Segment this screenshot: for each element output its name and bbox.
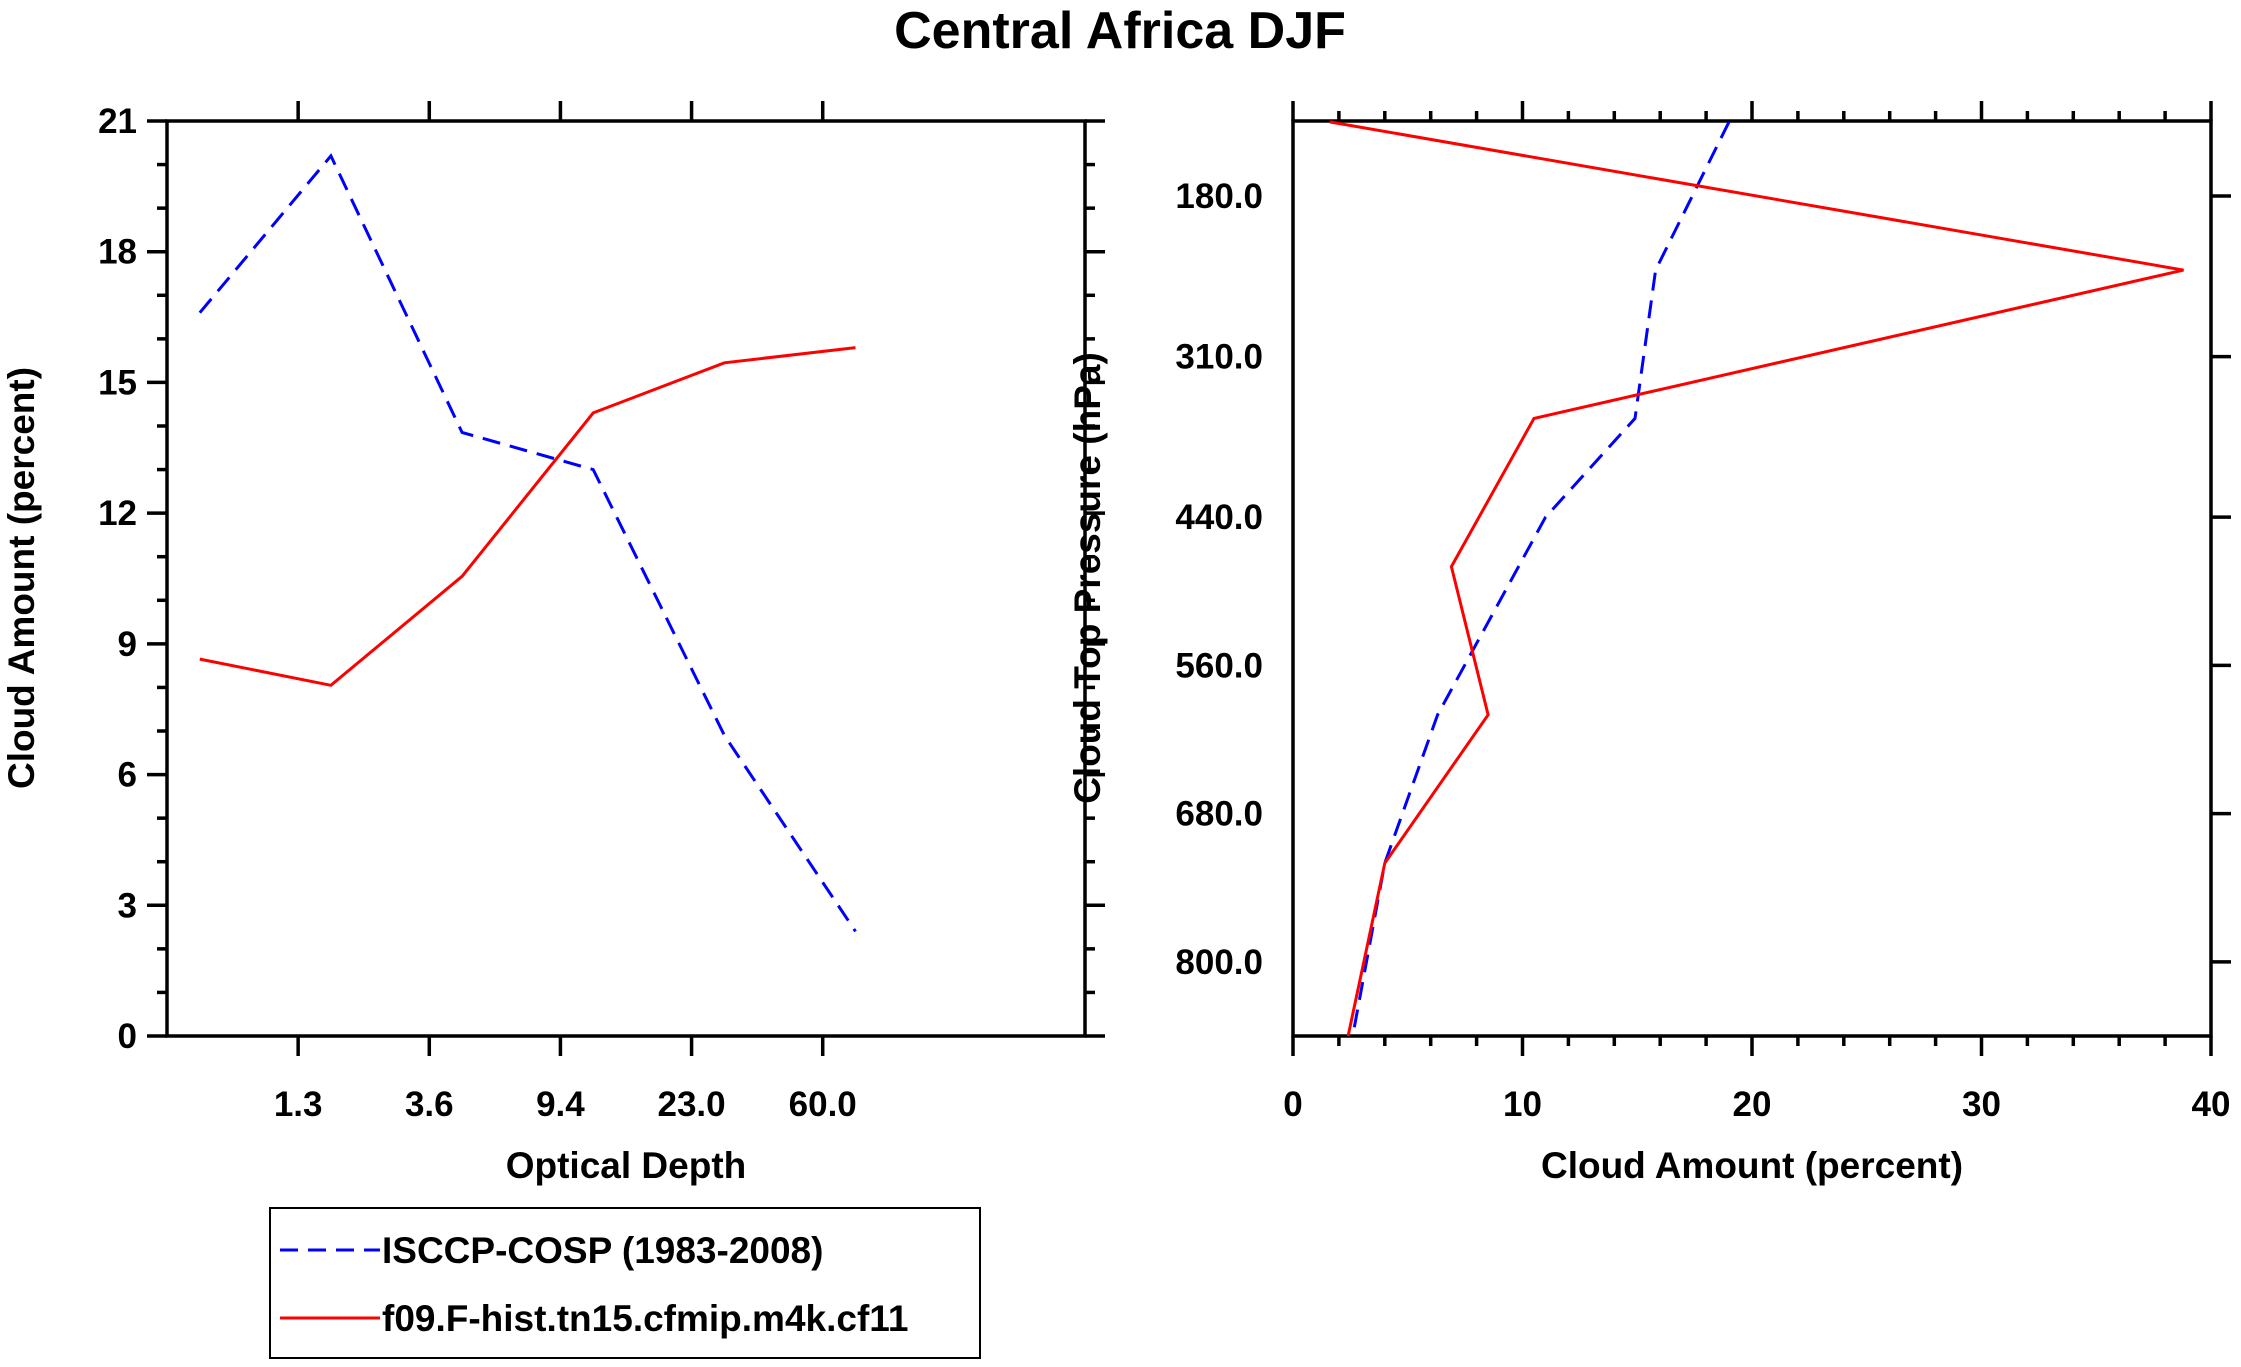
- right-y-tick-label: 180.0: [1175, 177, 1263, 216]
- right-x-tick-label: 20: [1733, 1085, 1772, 1124]
- right-series-model-line: [1329, 120, 2184, 1037]
- left-y-tick-label: 12: [98, 494, 137, 533]
- right-y-tick-labels: 180.0 310.0 440.0 560.0 680.0 800.0: [1175, 177, 1263, 982]
- legend-box: [269, 1207, 981, 1359]
- left-x-tick-label: 3.6: [405, 1085, 454, 1124]
- figure-title: Central Africa DJF: [894, 2, 1346, 60]
- left-series-model-line: [199, 346, 856, 687]
- right-x-tick-label: 30: [1962, 1085, 2001, 1124]
- legend-label-model: f09.F-hist.tn15.cfmip.m4k.cf11: [382, 1298, 908, 1339]
- left-x-axis-label: Optical Depth: [506, 1145, 747, 1186]
- right-y-tick-label: 680.0: [1175, 795, 1263, 834]
- right-x-tick-label: 10: [1503, 1085, 1542, 1124]
- left-y-tick-label: 0: [118, 1017, 137, 1056]
- left-y-tick-label: 3: [118, 886, 137, 925]
- left-y-tick-label: 6: [118, 756, 137, 795]
- legend: ISCCP-COSP (1983-2008) f09.F-hist.tn15.c…: [269, 1207, 981, 1359]
- right-y-tick-label: 560.0: [1175, 646, 1263, 685]
- left-y-axis-label: Cloud Amount (percent): [1, 367, 42, 789]
- left-y-tick-label: 21: [98, 102, 137, 141]
- left-chart: 0 3 6 9 12 15 18 21 1.3 3.6 9.4 23.0 60.0 Optical D…: [1, 101, 1105, 1186]
- legend-label-isccp: ISCCP-COSP (1983-2008): [382, 1230, 823, 1271]
- right-ticks: [1291, 101, 2231, 1056]
- left-y-tick-label: 18: [98, 233, 137, 272]
- left-y-tick-label: 9: [118, 625, 137, 664]
- right-plot-frame: [1291, 119, 2213, 1038]
- left-x-tick-label: 1.3: [274, 1085, 323, 1124]
- right-chart: 180.0 310.0 440.0 560.0 680.0 800.0 0 10 20 30 40…: [1067, 101, 2231, 1186]
- right-series-isccp-line: [1351, 121, 1731, 1037]
- left-x-tick-label: 9.4: [536, 1085, 585, 1124]
- right-x-axis-label: Cloud Amount (percent): [1541, 1145, 1963, 1186]
- left-x-tick-labels: 1.3 3.6 9.4 23.0 60.0: [274, 1085, 857, 1124]
- left-plot-frame: [165, 119, 1087, 1038]
- left-x-tick-label: 23.0: [658, 1085, 726, 1124]
- right-series: [1329, 120, 2184, 1037]
- left-series: [198, 153, 857, 933]
- right-y-tick-label: 800.0: [1175, 943, 1263, 982]
- right-y-tick-label: 440.0: [1175, 498, 1263, 537]
- left-y-tick-labels: 0 3 6 9 12 15 18 21: [98, 102, 137, 1056]
- left-y-tick-label: 15: [98, 363, 137, 402]
- left-series-isccp-line: [198, 153, 857, 933]
- right-x-tick-label: 40: [2192, 1085, 2231, 1124]
- left-ticks: [147, 101, 1105, 1056]
- right-x-tick-labels: 0 10 20 30 40: [1283, 1085, 2230, 1124]
- right-x-tick-label: 0: [1283, 1085, 1302, 1124]
- right-y-tick-label: 310.0: [1175, 338, 1263, 377]
- right-y-axis-label: Cloud Top Pressure (hPa): [1067, 352, 1108, 804]
- left-x-tick-label: 60.0: [789, 1085, 857, 1124]
